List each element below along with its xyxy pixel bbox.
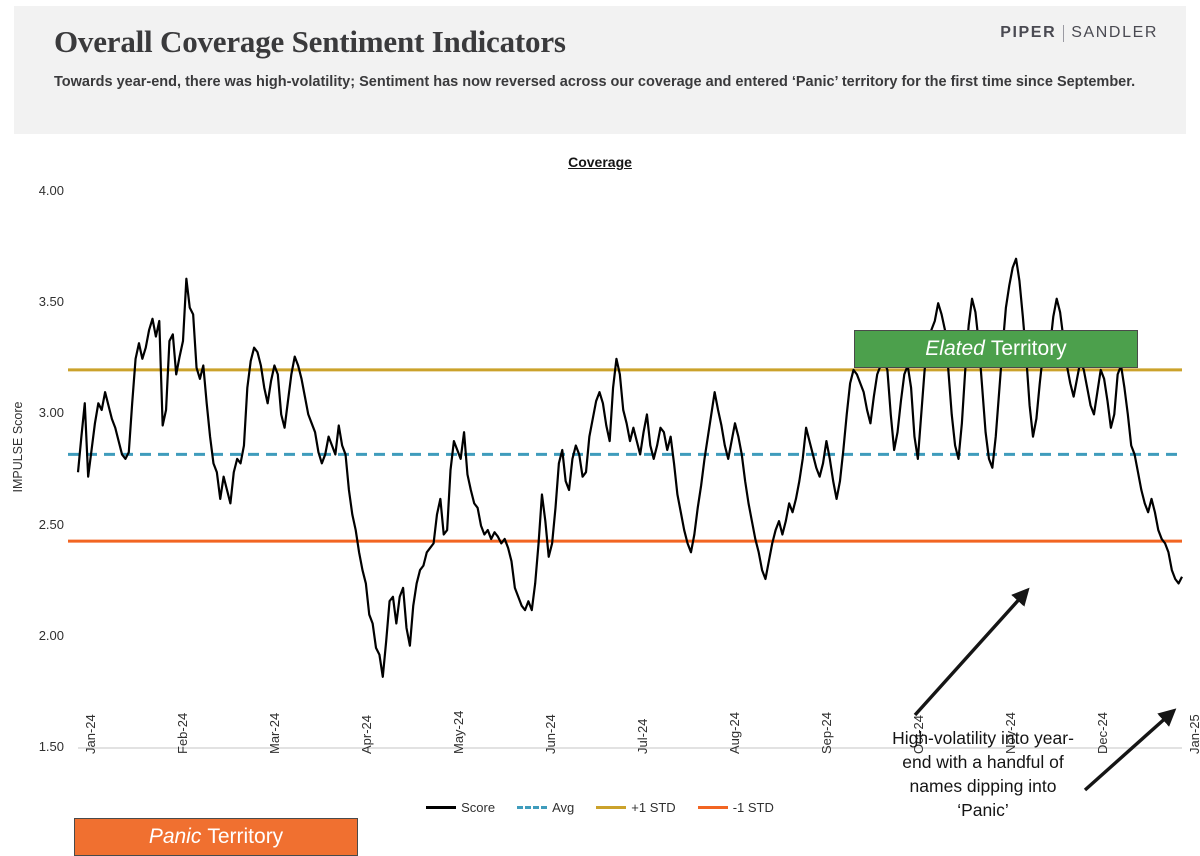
panic-badge-label: Territory xyxy=(207,825,284,848)
score-line xyxy=(76,257,1183,678)
legend-entry-avg[interactable]: Avg xyxy=(517,800,574,815)
brand-logo-divider xyxy=(1063,24,1065,42)
y-tick-4-00: 4.00 xyxy=(38,183,64,198)
x-tick-mar-24: Mar-24 xyxy=(267,712,282,754)
slide-header-band: Overall Coverage Sentiment Indicators To… xyxy=(14,6,1186,134)
plot-canvas xyxy=(68,257,1183,792)
legend-label: Score xyxy=(461,800,496,815)
x-tick-dec-24: Dec-24 xyxy=(1095,712,1110,754)
annotation-arrow-lower xyxy=(1083,708,1177,792)
legend-swatch-icon xyxy=(697,806,728,809)
brand-logo-primary: PIPER xyxy=(1000,24,1057,41)
x-tick-jan-24: Jan-24 xyxy=(83,714,98,754)
elated-badge-label: Territory xyxy=(990,337,1067,360)
x-tick-aug-24: Aug-24 xyxy=(727,712,742,754)
annotation-arrow-upper xyxy=(913,587,1030,717)
legend-swatch-icon xyxy=(426,806,457,809)
score-series xyxy=(76,257,1183,678)
y-tick-3-00: 3.00 xyxy=(38,405,64,421)
elated-territory-badge: Elated Territory xyxy=(854,330,1138,368)
x-tick-apr-24: Apr-24 xyxy=(359,714,374,754)
x-tick-may-24: May-24 xyxy=(451,710,466,754)
brand-logo-secondary: SANDLER xyxy=(1071,24,1158,41)
chart-title: Coverage xyxy=(568,154,632,170)
chart-legend: Score Avg +1 STD -1 STD xyxy=(0,800,1200,815)
legend-entry--1-std[interactable]: +1 STD xyxy=(596,800,676,815)
reference-lines xyxy=(68,368,1182,543)
elated-badge-emphasis: Elated xyxy=(925,337,985,360)
legend-entry-score[interactable]: Score xyxy=(426,800,495,815)
y-tick-3-50: 3.50 xyxy=(38,294,64,310)
page-title: Overall Coverage Sentiment Indicators xyxy=(54,24,566,59)
legend-swatch-icon xyxy=(517,806,548,809)
y-tick-2-00: 2.00 xyxy=(38,627,64,643)
volatility-annotation: High-volatility into year-end with a han… xyxy=(892,728,1074,821)
legend-label: -1 STD xyxy=(732,800,774,815)
legend-swatch-icon xyxy=(596,806,627,809)
legend-entry--1-std[interactable]: -1 STD xyxy=(697,800,774,815)
brand-logo: PIPER SANDLER xyxy=(1000,24,1158,42)
x-tick-jun-24: Jun-24 xyxy=(543,714,558,754)
sentiment-chart: Coverage IMPULSE Score 1.50 2.00 2.50 3.00 3… xyxy=(0,140,1200,856)
page-subtitle: Towards year-end, there was high-volatil… xyxy=(54,74,1136,90)
y-tick-2-50: 2.50 xyxy=(38,516,64,532)
legend-label: Avg xyxy=(552,800,575,815)
x-tick-jul-24: Jul-24 xyxy=(635,718,650,754)
legend-label: +1 STD xyxy=(631,800,676,815)
x-tick-sep-24: Sep-24 xyxy=(819,712,834,754)
panic-badge-emphasis: Panic xyxy=(148,825,202,848)
y-tick-1-50: 1.50 xyxy=(38,739,64,754)
x-tick-feb-24: Feb-24 xyxy=(175,712,190,754)
annotation-arrows xyxy=(913,587,1177,792)
x-tick-jan-25: Jan-25 xyxy=(1187,714,1200,754)
